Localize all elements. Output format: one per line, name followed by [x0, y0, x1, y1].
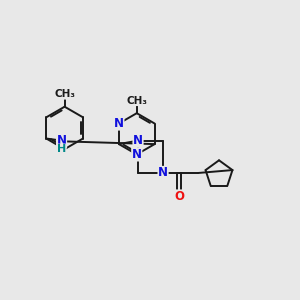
Text: N: N	[132, 148, 142, 161]
Text: H: H	[57, 144, 66, 154]
Text: O: O	[174, 190, 184, 203]
Text: N: N	[133, 134, 143, 147]
Text: CH₃: CH₃	[126, 95, 147, 106]
Text: CH₃: CH₃	[54, 89, 75, 99]
Text: N: N	[57, 134, 67, 147]
Text: N: N	[158, 167, 168, 179]
Text: N: N	[114, 117, 124, 130]
